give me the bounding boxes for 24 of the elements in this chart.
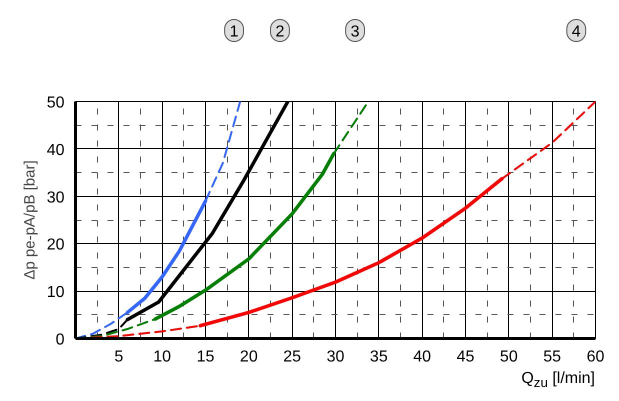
x-tick-label: 25 bbox=[283, 348, 302, 366]
x-tick-label: 55 bbox=[543, 348, 562, 366]
x-tick-label: 5 bbox=[114, 348, 124, 366]
x-tick-label: 35 bbox=[370, 348, 388, 366]
text: 2 bbox=[276, 24, 285, 40]
x-tick-label: 45 bbox=[456, 348, 474, 366]
x-tick-label: 30 bbox=[326, 348, 344, 366]
text: 4 bbox=[572, 24, 581, 40]
x-axis-title: Q$_{zu}$ [l/min] bbox=[521, 369, 595, 392]
text: 1 bbox=[230, 24, 239, 40]
x-tick-label: 50 bbox=[500, 348, 518, 366]
x-tick-label: 20 bbox=[240, 348, 258, 366]
y-tick-label: 50 bbox=[46, 94, 65, 112]
text: 3 bbox=[350, 24, 360, 40]
y-tick-label: 30 bbox=[46, 189, 65, 206]
y-axis-title: Δp pe-pA/pB [bar] bbox=[22, 160, 39, 280]
y-tick-label: 20 bbox=[46, 236, 65, 254]
y-tick-label: 40 bbox=[46, 142, 65, 159]
y-tick-label: 10 bbox=[46, 284, 65, 302]
x-tick-label: 10 bbox=[153, 348, 172, 366]
y-tick-label: 0 bbox=[56, 332, 65, 348]
x-tick-label: 15 bbox=[196, 348, 214, 366]
x-tick-label: 40 bbox=[413, 348, 432, 366]
x-tick-label: 60 bbox=[586, 348, 604, 366]
